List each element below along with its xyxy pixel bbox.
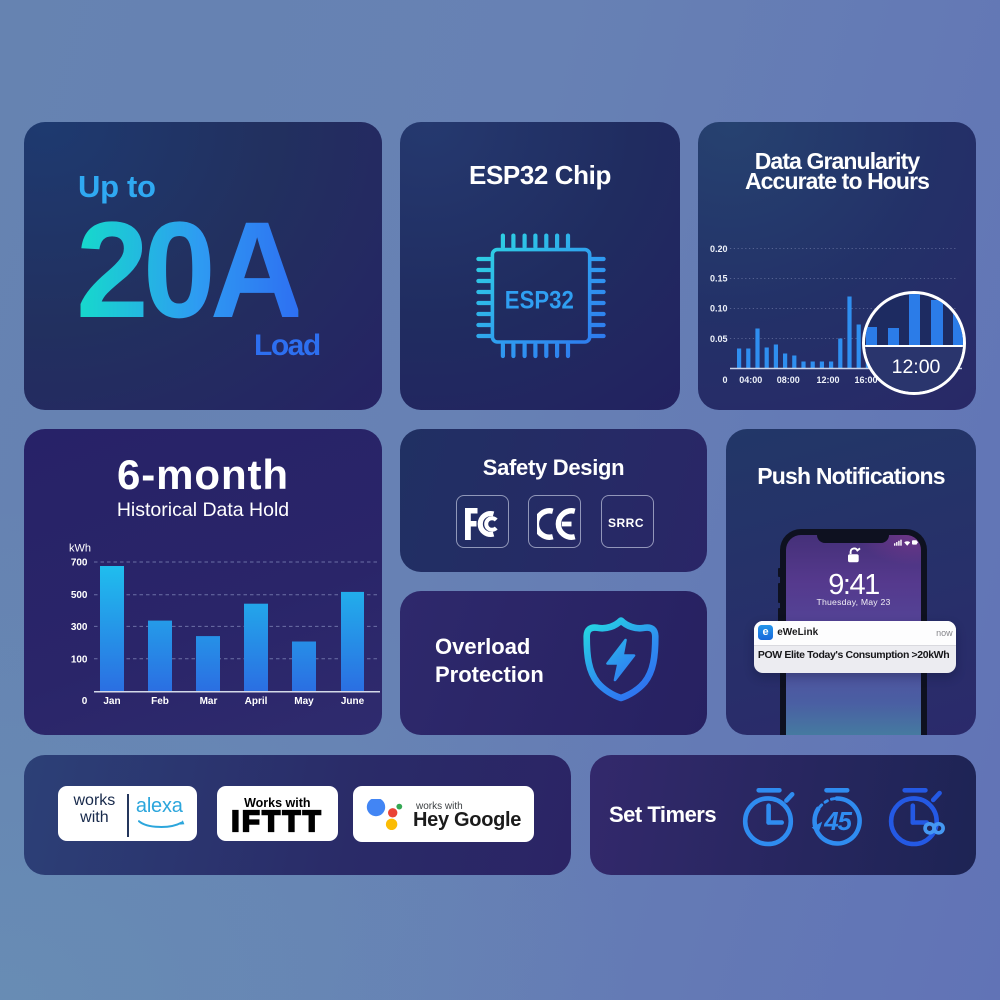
svg-text:0: 0 (722, 375, 727, 385)
svg-text:Mar: Mar (200, 696, 218, 707)
svg-text:0.15: 0.15 (710, 274, 728, 284)
svg-text:700: 700 (71, 558, 88, 569)
svg-text:ESP32: ESP32 (505, 286, 574, 314)
svg-text:0.20: 0.20 (710, 244, 728, 254)
svg-text:0.05: 0.05 (710, 334, 728, 344)
svg-text:08:00: 08:00 (777, 375, 800, 385)
svg-text:0.10: 0.10 (710, 304, 728, 314)
svg-text:100: 100 (71, 654, 88, 665)
svg-text:kWh: kWh (69, 543, 91, 555)
svg-text:45: 45 (823, 806, 852, 836)
svg-text:May: May (294, 696, 314, 707)
svg-text:04:00: 04:00 (739, 375, 762, 385)
svg-text:300: 300 (71, 622, 88, 633)
svg-text:12:00: 12:00 (816, 375, 839, 385)
svg-text:June: June (341, 696, 365, 707)
svg-text:Feb: Feb (151, 696, 169, 707)
svg-text:April: April (245, 696, 268, 707)
svg-text:0: 0 (82, 696, 88, 707)
svg-text:Jan: Jan (103, 696, 120, 707)
svg-text:500: 500 (71, 590, 88, 601)
